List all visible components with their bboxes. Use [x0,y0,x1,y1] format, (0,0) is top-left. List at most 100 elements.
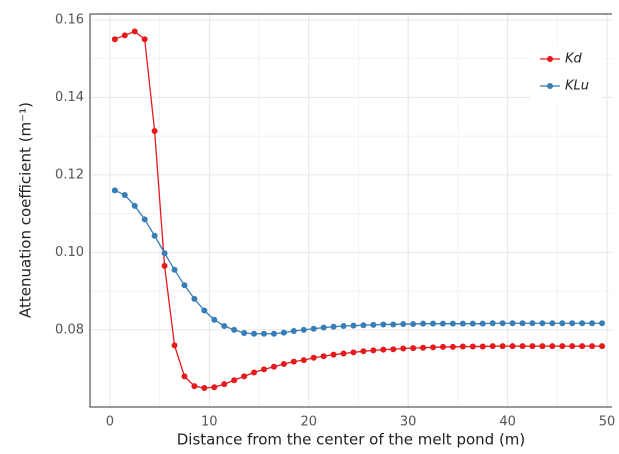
data-point [280,360,287,367]
data-point [430,320,437,327]
data-point [599,320,606,327]
data-point [539,320,546,327]
data-point [509,343,516,350]
data-point [489,343,496,350]
data-point [529,343,536,350]
data-point [191,295,198,302]
data-point [380,321,387,328]
data-point [300,357,307,364]
data-point [270,363,277,370]
data-point [599,343,606,350]
data-point [360,348,367,355]
x-tick-label: 50 [599,415,616,430]
data-point [549,320,556,327]
data-point [270,330,277,337]
data-point [261,366,267,373]
data-point [280,329,287,336]
data-point [420,320,427,327]
data-point [340,322,347,329]
axis-frame [89,13,612,408]
data-point [241,329,248,336]
data-point [559,343,566,350]
data-point [171,266,178,273]
x-tick-label: 30 [400,415,417,430]
data-point [290,328,297,335]
data-point [350,322,357,329]
data-point [131,202,138,209]
data-point [589,320,596,327]
data-point [141,216,148,223]
data-point [469,320,476,327]
legend-label: Kd [565,52,583,67]
data-point [350,349,357,356]
data-point [499,343,506,350]
data-point [320,353,327,360]
data-point [191,383,198,390]
data-point [201,385,208,392]
y-tick-label: 0.08 [55,322,84,337]
data-point [479,343,486,350]
data-point [380,346,387,353]
y-tick-label: 0.12 [55,167,84,182]
data-point [221,322,228,329]
data-point [360,322,367,329]
data-point [181,282,188,289]
data-point [151,232,158,239]
data-point [569,320,576,327]
data-point [310,354,317,361]
data-point [400,345,407,352]
data-point [420,344,427,351]
legend-box [530,44,602,102]
data-point [449,320,456,327]
data-point [459,320,466,327]
data-point [201,307,208,314]
y-tick-label: 0.14 [55,90,84,105]
y-tick-label: 0.16 [55,12,84,27]
data-point [310,325,317,332]
x-axis-label: Distance from the center of the melt pon… [177,431,526,449]
data-point [559,320,566,327]
legend-marker [547,56,553,62]
data-point [579,343,586,350]
data-point [221,381,228,388]
data-point [231,326,238,333]
data-point [519,320,526,327]
data-point [151,128,158,135]
data-point [439,343,446,350]
data-point [121,32,128,39]
data-point [111,36,118,43]
data-point [410,321,417,328]
legend-label: KLu [565,79,589,94]
data-point [330,351,337,358]
data-point [449,343,456,350]
data-point [121,191,128,198]
data-point [161,262,168,269]
data-point [241,373,248,380]
legend-marker [547,83,553,89]
data-point [261,330,267,337]
data-point [549,343,556,350]
data-point [400,321,407,328]
data-point [171,342,178,349]
y-axis-label: Attenuation coefficient (m⁻¹) [17,102,35,318]
data-point [211,384,218,391]
x-tick-label: 0 [106,415,114,430]
data-point [111,187,118,194]
data-point [509,320,516,327]
data-point [290,358,297,365]
data-point [469,343,476,350]
data-point [211,316,218,323]
data-point [251,330,258,337]
data-point [340,350,347,357]
data-point [161,250,168,257]
y-tick-label: 0.10 [55,245,84,260]
x-tick-label: 10 [201,415,218,430]
data-point [459,343,466,350]
data-point [539,343,546,350]
data-point [181,373,188,380]
data-point [589,343,596,350]
data-point [370,347,377,354]
data-point [141,36,148,43]
data-point [370,321,377,328]
